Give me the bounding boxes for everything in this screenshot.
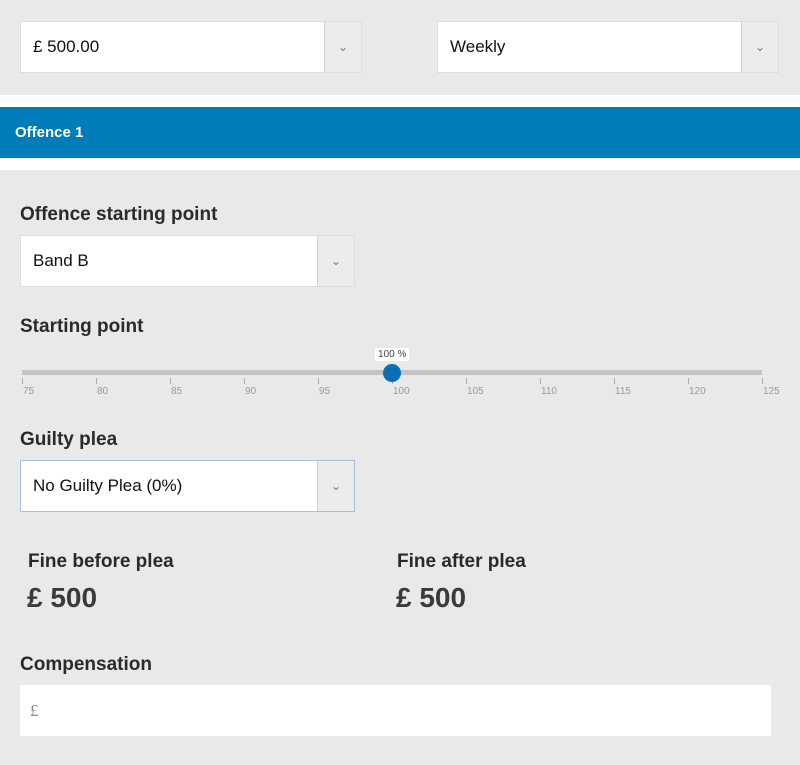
slider-tick-label: 105: [467, 386, 484, 397]
slider-label: Starting point: [20, 316, 144, 337]
slider-tick-label: 80: [97, 386, 109, 397]
slider-thumb[interactable]: [383, 364, 401, 382]
starting-point-label: Offence starting point: [20, 204, 218, 225]
slider-tick-label: 75: [23, 386, 35, 397]
slider-tick-label: 95: [319, 386, 331, 397]
slider-tick: [614, 378, 615, 384]
slider-tick-label: 90: [245, 386, 257, 397]
chevron-down-icon[interactable]: ⌄: [741, 22, 778, 72]
fine-after-value: £ 500: [396, 582, 467, 613]
guilty-plea-value: No Guilty Plea (0%): [33, 476, 183, 495]
slider-value-tooltip: 100 %: [375, 348, 410, 361]
compensation-label: Compensation: [20, 654, 152, 675]
slider-tick: [170, 378, 171, 384]
slider-tick-label: 110: [541, 386, 557, 397]
slider-tick: [96, 378, 97, 384]
divider: [0, 95, 800, 107]
income-frequency-select[interactable]: Weekly ⌄: [437, 21, 779, 73]
guilty-plea-label: Guilty plea: [20, 429, 118, 450]
fine-after-label: Fine after plea: [397, 551, 526, 572]
starting-point-value: Band B: [33, 251, 89, 270]
slider-tick-label: 125: [763, 386, 780, 397]
compensation-input[interactable]: £: [20, 685, 771, 736]
slider-tick: [540, 378, 541, 384]
slider-tick-label: 85: [171, 386, 183, 397]
chevron-down-icon[interactable]: ⌄: [317, 236, 354, 286]
offence-title: Offence 1: [15, 124, 84, 141]
slider-tick: [688, 378, 689, 384]
income-amount-value: £ 500.00: [33, 37, 100, 56]
fine-before-value: £ 500: [27, 582, 98, 613]
income-amount-select[interactable]: £ 500.00 ⌄: [20, 21, 362, 73]
divider: [0, 158, 800, 170]
offence-starting-point-select[interactable]: Band B ⌄: [20, 235, 355, 287]
offence-header: Offence 1: [0, 107, 800, 158]
chevron-down-icon[interactable]: ⌄: [317, 461, 354, 511]
slider-tick: [318, 378, 319, 384]
slider-tick-label: 120: [689, 386, 706, 397]
slider-tick: [466, 378, 467, 384]
fine-before-label: Fine before plea: [28, 551, 174, 572]
slider-tick: [244, 378, 245, 384]
chevron-down-icon[interactable]: ⌄: [324, 22, 361, 72]
guilty-plea-select[interactable]: No Guilty Plea (0%) ⌄: [20, 460, 355, 512]
slider-tick-label: 100: [393, 386, 410, 397]
slider-tick: [762, 378, 763, 384]
slider-tick-label: 115: [615, 386, 631, 397]
income-frequency-value: Weekly: [450, 37, 506, 56]
compensation-placeholder: £: [30, 700, 39, 720]
slider-tick: [22, 378, 23, 384]
